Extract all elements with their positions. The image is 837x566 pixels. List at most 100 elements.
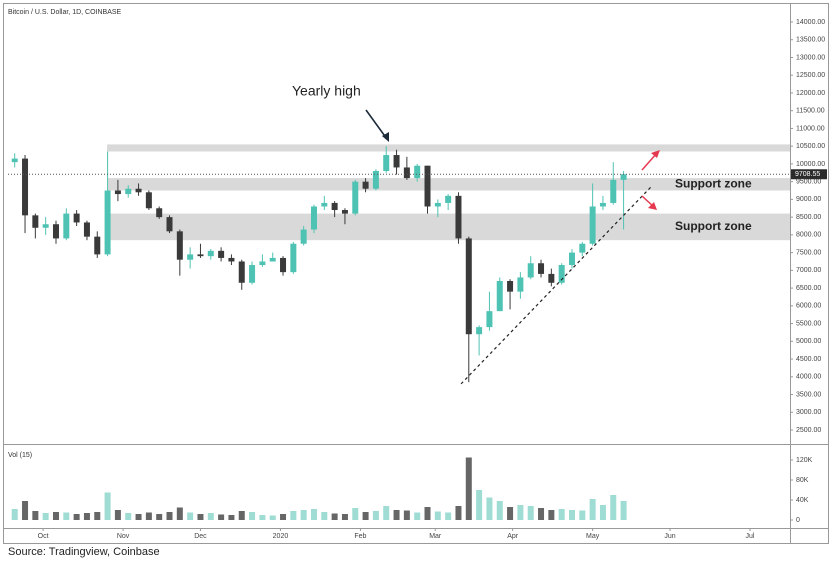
x-tick-label: Oct — [38, 533, 49, 540]
volume-bar — [372, 511, 379, 520]
candle-body — [362, 181, 369, 189]
zone — [107, 144, 790, 152]
x-tick-label: Feb — [354, 533, 366, 540]
candle-body — [589, 206, 596, 244]
volume-bar — [228, 515, 235, 520]
volume-bar — [455, 506, 462, 520]
candle-body — [465, 238, 472, 335]
candle-body — [176, 231, 183, 260]
candle-body — [579, 243, 586, 253]
volume-bar — [176, 507, 183, 520]
volume-tick-label: 0 — [796, 517, 800, 524]
source: Source: Tradingview, Coinbase — [8, 546, 160, 558]
volume-bar — [11, 509, 18, 520]
candle-body — [321, 202, 328, 207]
y-tick-label: 3000.00 — [796, 409, 821, 416]
volume-bar — [104, 492, 111, 520]
volume-bar — [352, 508, 359, 520]
candle-body — [352, 181, 359, 214]
candle-body — [476, 327, 483, 335]
volume-bar — [383, 506, 390, 520]
candle-body — [445, 195, 452, 203]
candle-body — [197, 254, 204, 257]
candle-body — [383, 155, 390, 172]
zone-label: Support zone — [675, 219, 752, 233]
volume-bar — [73, 514, 80, 520]
y-tick-label: 13000.00 — [796, 54, 825, 61]
candle-body — [341, 210, 348, 214]
volume-bar — [94, 512, 101, 520]
volume-bar — [579, 510, 586, 520]
volume-bar — [238, 511, 245, 520]
volume-bar — [42, 513, 49, 520]
zone-label: Support zone — [675, 176, 752, 190]
candle-body — [238, 261, 245, 283]
candle-body — [145, 192, 152, 209]
candle-body — [228, 257, 235, 262]
candle-body — [300, 229, 307, 244]
volume-bar — [145, 512, 152, 520]
volume-bar — [589, 499, 596, 520]
candles — [11, 146, 627, 520]
candle-body — [393, 155, 400, 168]
candle-body — [455, 195, 462, 239]
x-tick-label: Apr — [507, 533, 519, 540]
y-tick-label: 5000.00 — [796, 338, 821, 345]
volume-bar — [558, 509, 565, 520]
trendline — [460, 185, 653, 385]
candle-body — [249, 265, 256, 283]
candle-body — [22, 158, 29, 216]
candle-body — [32, 215, 39, 228]
x-tick-label: Nov — [117, 533, 130, 540]
y-tick-label: 5500.00 — [796, 320, 821, 327]
y-tick-label: 13500.00 — [796, 37, 825, 44]
volume-bar — [269, 515, 276, 520]
volume-bar — [486, 497, 493, 520]
volume-bar — [341, 514, 348, 520]
volume-tick-label: 40K — [796, 497, 809, 504]
candle-body — [310, 206, 317, 230]
candle-body — [414, 165, 421, 179]
candle-body — [166, 217, 173, 232]
candle-body — [259, 261, 266, 266]
candle-body — [42, 224, 49, 228]
y-tick-label: 14000.00 — [796, 19, 825, 26]
y-tick-label: 4000.00 — [796, 374, 821, 381]
volume-bar — [259, 515, 266, 520]
volume-bar — [476, 490, 483, 520]
volume-bar — [610, 495, 617, 520]
candle-body — [548, 273, 555, 283]
x-tick-label: Jul — [746, 533, 755, 540]
candle-body — [73, 213, 80, 223]
volume-bar — [310, 509, 317, 520]
y-tick-label: 9000.00 — [796, 196, 821, 203]
candle-body — [507, 280, 514, 292]
volume-bar — [22, 501, 29, 520]
volume-bar — [166, 512, 173, 520]
volume-bar — [207, 513, 214, 520]
volume-bar — [52, 512, 59, 520]
y-tick-label: 9500.00 — [796, 178, 821, 185]
candle-body — [187, 254, 194, 260]
candle-body — [104, 190, 111, 255]
volume-bar — [403, 510, 410, 520]
volume-bar — [32, 511, 39, 520]
x-tick-label: 2020 — [273, 533, 289, 540]
candle-body — [11, 158, 18, 163]
candle-body — [135, 188, 142, 193]
volume-bar — [465, 457, 472, 520]
candle-body — [290, 243, 297, 273]
candle-body — [496, 280, 503, 312]
candle-body — [424, 165, 431, 207]
y-tick-label: 8000.00 — [796, 232, 821, 239]
annotation: Yearly high — [292, 83, 361, 99]
volume-bar — [424, 507, 431, 520]
candle-body — [114, 190, 121, 195]
y-tick-label: 10500.00 — [796, 143, 825, 150]
candle-body — [403, 167, 410, 179]
annotation-arrow — [365, 109, 388, 140]
zone — [107, 178, 790, 191]
volume-bar — [300, 510, 307, 520]
candle-body — [527, 263, 534, 278]
candle-body — [486, 311, 493, 328]
